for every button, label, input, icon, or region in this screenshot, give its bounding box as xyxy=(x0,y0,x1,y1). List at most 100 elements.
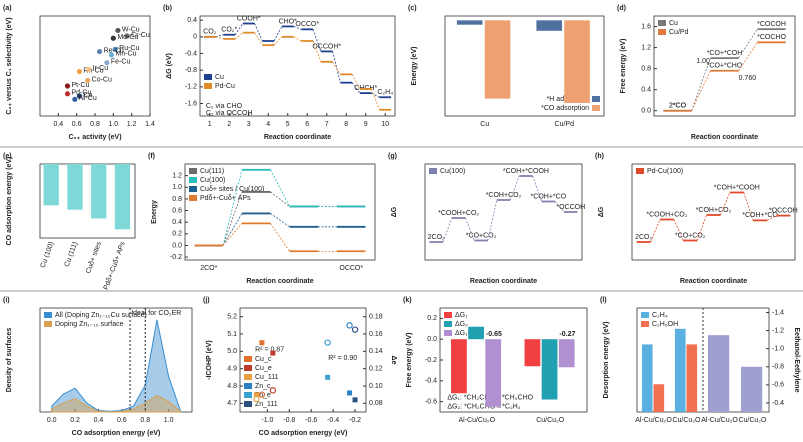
bar xyxy=(674,328,686,412)
y-tick-label: 4.9 xyxy=(227,366,237,373)
y-axis-label: Density of surfaces xyxy=(6,328,13,393)
y2-tick-label: 0.14 xyxy=(369,348,383,355)
x-tick-label: Cu/Cu₂O xyxy=(672,417,701,424)
connector xyxy=(234,23,244,35)
point-label: Mo-Cu xyxy=(117,34,138,41)
state-label: *COH+*CO xyxy=(531,193,567,200)
legend-swatch xyxy=(592,105,600,111)
state-label: *OCCOH xyxy=(769,207,798,214)
bar xyxy=(485,339,502,407)
legend-swatch xyxy=(444,321,452,327)
point xyxy=(64,83,71,89)
x-tick-label: 0.2 xyxy=(70,417,80,424)
bar xyxy=(558,339,575,368)
connector xyxy=(738,28,758,59)
point xyxy=(85,77,91,84)
point-y2 xyxy=(258,391,266,398)
y-axis-label: CO adsorption energy (eV) xyxy=(6,157,13,246)
x-tick-label: 6 xyxy=(305,121,309,128)
state-label: 2*CO xyxy=(669,103,687,110)
x-tick-label: 1.2 xyxy=(127,121,137,128)
plot-frame xyxy=(239,307,367,413)
state-label: 2CO₂ xyxy=(428,234,445,241)
x-tick-label: 0.6 xyxy=(117,417,127,424)
y-axis-label: ΔG (eV) xyxy=(166,53,173,79)
legend-swatch xyxy=(244,356,252,362)
connector xyxy=(332,51,341,83)
x-tick-label: 1 xyxy=(208,121,212,128)
x-tick-label: -0.6 xyxy=(305,417,317,424)
connector xyxy=(234,32,244,40)
x-axis-label: C₂₊ activity (eV) xyxy=(68,134,121,141)
y-tick-label: 4.8 xyxy=(227,383,237,390)
connector xyxy=(351,82,361,94)
x-tick-label: Cu xyxy=(480,121,489,128)
x-tick-label: 5 xyxy=(286,121,290,128)
y-tick-label: 0.6 xyxy=(172,207,182,214)
annotation: ΔG₂: *CH₂CHO→*C₂H₄ xyxy=(447,404,520,411)
state-label: *COCOH xyxy=(757,21,786,28)
point xyxy=(115,27,121,34)
state-label: OCCO* xyxy=(295,21,319,28)
x-tick-label: 8 xyxy=(344,121,348,128)
point xyxy=(76,93,83,99)
x-tick-label: Cu/Cu₂O xyxy=(738,417,767,424)
x-tick-label: 0.4 xyxy=(94,417,104,424)
connector xyxy=(254,32,263,46)
y2-tick-label: -0.6 xyxy=(772,382,784,389)
legend-swatch xyxy=(244,374,252,380)
point xyxy=(110,35,116,41)
y2-axis-label: Δe xyxy=(390,356,397,365)
connector xyxy=(720,192,731,216)
point xyxy=(352,397,358,403)
state-label: *COH+*COOH xyxy=(503,168,549,175)
x-tick-label: 9 xyxy=(364,121,368,128)
connector xyxy=(222,223,243,246)
point-label: Rh-Cu xyxy=(83,67,103,74)
legend-swatch xyxy=(244,392,252,398)
legend-swatch xyxy=(44,321,52,327)
connector xyxy=(650,219,661,243)
legend-swatch xyxy=(636,168,644,174)
y-tick-label: 0.8 xyxy=(172,196,182,203)
point xyxy=(76,68,83,75)
connector xyxy=(293,26,302,30)
bar xyxy=(653,384,665,412)
point xyxy=(112,46,118,52)
legend-swatch xyxy=(189,168,197,174)
point-label: Pd-Cu xyxy=(72,90,92,97)
bar xyxy=(451,339,467,394)
x-tick-label: 7 xyxy=(325,121,329,128)
x-tick-label: 0.8 xyxy=(140,417,150,424)
y-tick-label: -1.2 xyxy=(185,84,197,91)
point-label: Fe-Cu xyxy=(111,59,131,66)
connector xyxy=(691,57,711,111)
y-tick-label: 0.8 xyxy=(641,65,651,72)
x-axis-label: Reaction coordinate xyxy=(264,134,331,141)
density-area xyxy=(51,395,181,413)
y-axis-label: C₂₊ versus C₁ selectivity (eV) xyxy=(6,17,13,114)
point-label: W-Cu xyxy=(122,26,140,33)
y-axis-label: Desorption energy (eV) xyxy=(603,321,610,398)
connector xyxy=(273,36,283,46)
state-label: *COH+*COOH xyxy=(714,184,760,191)
panel-label: (d) xyxy=(617,5,626,12)
x-tick-label: -0.8 xyxy=(283,417,295,424)
state-label: 2CO₂ xyxy=(635,234,652,241)
y-tick-label: 0.0 xyxy=(172,242,182,249)
bar xyxy=(524,339,541,367)
x-axis-label: CO adsorption energy (eV) xyxy=(72,430,161,437)
legend-swatch xyxy=(641,321,649,327)
point xyxy=(270,350,276,356)
annotation: 1.00 xyxy=(696,58,710,65)
legend-swatch xyxy=(444,312,452,318)
y2-axis-label: Eethanol-Eethylene xyxy=(793,328,800,393)
annotation: 0.760 xyxy=(739,75,757,82)
x-tick-label: 4 xyxy=(266,121,270,128)
legend-label: Cu xyxy=(669,20,678,27)
y-tick-label: 4.7 xyxy=(227,400,237,407)
y2-tick-label: -1.4 xyxy=(772,309,784,316)
legend-label: Zn_c xyxy=(255,383,271,390)
x-axis-label: Reaction coordinate xyxy=(246,278,313,285)
